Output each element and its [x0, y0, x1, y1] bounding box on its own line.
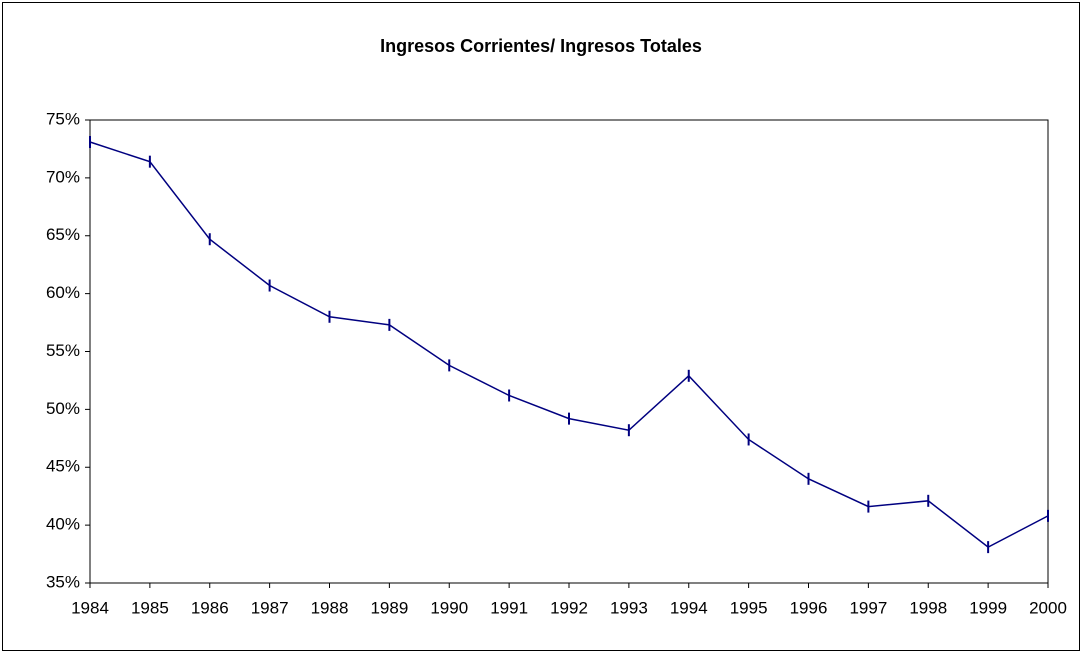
x-tick-label: 1999 [969, 598, 1007, 617]
x-tick-label: 1987 [251, 598, 289, 617]
y-tick-label: 35% [46, 572, 80, 591]
x-tick-label: 2000 [1029, 598, 1067, 617]
x-tick-label: 1996 [790, 598, 828, 617]
x-tick-label: 1984 [71, 598, 109, 617]
y-tick-label: 40% [46, 515, 80, 534]
chart-title: Ingresos Corrientes/ Ingresos Totales [380, 36, 702, 56]
y-tick-label: 75% [46, 109, 80, 128]
y-tick-label: 50% [46, 399, 80, 418]
y-tick-label: 70% [46, 167, 80, 186]
x-tick-label: 1992 [550, 598, 588, 617]
x-tick-label: 1993 [610, 598, 648, 617]
x-tick-label: 1985 [131, 598, 169, 617]
x-tick-label: 1989 [370, 598, 408, 617]
x-tick-label: 1994 [670, 598, 708, 617]
x-tick-label: 1998 [909, 598, 947, 617]
y-tick-label: 45% [46, 457, 80, 476]
x-tick-label: 1997 [849, 598, 887, 617]
x-tick-label: 1986 [191, 598, 229, 617]
y-tick-label: 60% [46, 283, 80, 302]
x-tick-label: 1988 [311, 598, 349, 617]
y-tick-label: 55% [46, 341, 80, 360]
x-tick-label: 1995 [730, 598, 768, 617]
x-tick-label: 1990 [430, 598, 468, 617]
x-tick-label: 1991 [490, 598, 528, 617]
y-tick-label: 65% [46, 225, 80, 244]
